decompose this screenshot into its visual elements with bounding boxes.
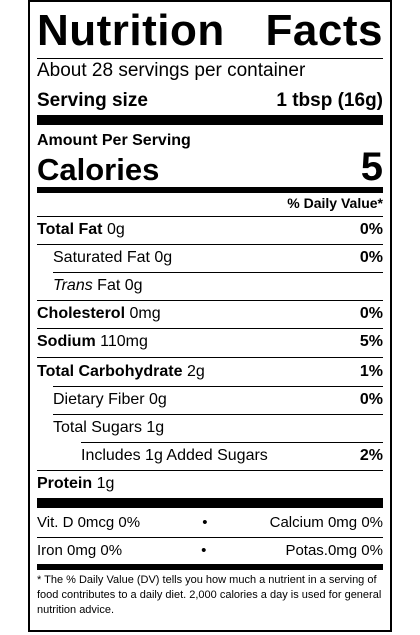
calories-row: Calories 5 <box>37 145 383 189</box>
footnote: * The % Daily Value (DV) tells you how m… <box>37 574 382 616</box>
divider <box>53 386 383 387</box>
nutrient-row-total-carbohydrate: Total Carbohydrate 2g 1% <box>37 359 383 385</box>
calories-label: Calories <box>37 152 160 187</box>
divider <box>37 537 383 538</box>
nutrient-row-total-sugars: Total Sugars 1g <box>53 419 165 436</box>
vitamin-d: Vit. D 0mcg 0% <box>37 514 141 531</box>
servings-per-container: About 28 servings per container <box>37 60 306 81</box>
nutrient-row-total-fat: Total Fat 0g 0% <box>37 217 383 243</box>
calories-value: 5 <box>360 145 383 189</box>
serving-size-row: Serving size 1 tbsp (16g) <box>37 90 383 112</box>
bullet: • <box>202 514 208 531</box>
medium-divider <box>37 564 383 570</box>
nutrient-row-dietary-fiber: Dietary Fiber 0g 0% <box>53 387 383 413</box>
nutrient-row-cholesterol: Cholesterol 0mg 0% <box>37 301 383 327</box>
nutrient-row-saturated-fat: Saturated Fat 0g 0% <box>53 245 383 271</box>
dv-saturated-fat: 0% <box>359 249 383 266</box>
label-title: Nutrition Facts <box>37 6 383 56</box>
iron: Iron 0mg 0% <box>37 542 123 559</box>
thick-divider <box>37 115 383 125</box>
dv-total-fat: 0% <box>359 221 383 238</box>
vitamins-row-1: Vit. D 0mcg 0% • Calcium 0mg 0% <box>37 510 383 536</box>
divider <box>37 470 383 471</box>
vitamins-row-2: Iron 0mg 0% • Potas.0mg 0% <box>37 538 383 564</box>
nutrient-row-sodium: Sodium 110mg 5% <box>37 329 383 355</box>
divider <box>53 272 383 273</box>
divider <box>37 216 383 217</box>
dv-sodium: 5% <box>359 333 383 350</box>
dv-cholesterol: 0% <box>359 305 383 322</box>
divider <box>37 244 383 245</box>
divider <box>81 442 383 443</box>
nutrient-row-added-sugars: Includes 1g Added Sugars 2% <box>81 443 383 469</box>
divider <box>37 300 383 301</box>
daily-value-header: % Daily Value* <box>287 195 383 211</box>
dv-dietary-fiber: 0% <box>359 391 383 408</box>
serving-size-value: 1 tbsp (16g) <box>276 90 383 111</box>
calcium: Calcium 0mg 0% <box>269 514 383 531</box>
divider <box>37 58 383 59</box>
divider <box>53 414 383 415</box>
medium-divider <box>37 187 383 193</box>
divider <box>37 357 383 358</box>
potassium: Potas.0mg 0% <box>285 542 383 559</box>
title-word-nutrition: Nutrition <box>37 6 225 55</box>
nutrition-facts-label: Nutrition Facts About 28 servings per co… <box>28 0 392 632</box>
dv-total-carbohydrate: 1% <box>359 363 383 380</box>
nutrient-row-trans-fat: Trans Fat 0g <box>53 277 143 294</box>
nutrient-row-protein: Protein 1g <box>37 475 115 492</box>
serving-size-label: Serving size <box>37 90 148 111</box>
divider <box>37 328 383 329</box>
thick-divider <box>37 498 383 508</box>
dv-added-sugars: 2% <box>359 447 383 464</box>
bullet: • <box>201 542 207 559</box>
title-word-facts: Facts <box>265 6 383 55</box>
amount-per-serving: Amount Per Serving <box>37 132 191 149</box>
